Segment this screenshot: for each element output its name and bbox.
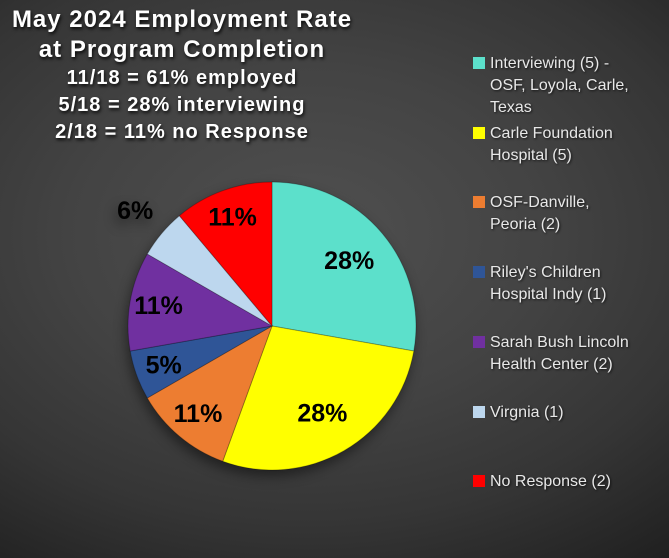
legend-label: No Response (2) — [490, 473, 611, 490]
legend-item-5[interactable]: Virgnia (1) — [473, 402, 564, 424]
pie-slice-1[interactable] — [222, 325, 415, 471]
pie-slice-6[interactable] — [178, 181, 273, 328]
chart-title: May 2024 Employment Rate at Program Comp… — [0, 5, 364, 146]
legend-item-2[interactable]: OSF-Danville, Peoria (2) — [473, 192, 590, 236]
pie-percent-label-1: 28% — [297, 399, 347, 427]
legend-item-3[interactable]: Riley's Children Hospital Indy (1) — [473, 262, 607, 306]
pie-percent-label-6: 11% — [208, 204, 257, 232]
legend-label: Riley's Children Hospital Indy (1) — [490, 264, 607, 303]
title-line-4: 5/18 = 28% interviewing — [58, 94, 306, 116]
pie-slice-0[interactable] — [271, 181, 417, 352]
legend-item-0[interactable]: Interviewing (5) - OSF, Loyola, Carle, Tex… — [473, 53, 629, 119]
title-line-1: May 2024 Employment Rate — [11, 6, 353, 33]
pie-percent-label-4: 11% — [134, 292, 183, 320]
pie-slice-5[interactable] — [146, 214, 273, 327]
pie-slice-4[interactable] — [127, 253, 274, 352]
legend-label: Interviewing (5) - OSF, Loyola, Carle, Tex… — [490, 55, 629, 116]
legend-label: OSF-Danville, Peoria (2) — [490, 194, 590, 233]
pie-slice-3[interactable] — [129, 325, 273, 399]
legend-swatch-icon — [473, 196, 485, 208]
title-line-3: 11/18 = 61% employed — [66, 67, 298, 89]
legend-item-6[interactable]: No Response (2) — [473, 471, 611, 493]
pie-slice-2[interactable] — [146, 324, 273, 462]
pie-percent-label-3: 5% — [146, 351, 182, 379]
title-line-2: at Program Completion — [38, 36, 326, 63]
legend-label: Virgnia (1) — [490, 404, 564, 421]
legend-label: Sarah Bush Lincoln Health Center (2) — [490, 334, 629, 373]
legend-label: Carle Foundation Hospital (5) — [490, 125, 613, 164]
pie-percent-label-5: 6% — [117, 197, 153, 225]
pie-percent-label-0: 28% — [324, 247, 374, 275]
pie-percent-label-2: 11% — [174, 400, 223, 428]
legend-item-4[interactable]: Sarah Bush Lincoln Health Center (2) — [473, 332, 629, 376]
legend-swatch-icon — [473, 57, 485, 69]
legend: Interviewing (5) - OSF, Loyola, Carle, Tex… — [473, 0, 663, 558]
legend-swatch-icon — [473, 406, 485, 418]
title-line-5: 2/18 = 11% no Response — [55, 121, 309, 143]
legend-swatch-icon — [473, 127, 485, 139]
legend-swatch-icon — [473, 336, 485, 348]
legend-item-1[interactable]: Carle Foundation Hospital (5) — [473, 123, 613, 167]
legend-swatch-icon — [473, 266, 485, 278]
legend-swatch-icon — [473, 475, 485, 487]
